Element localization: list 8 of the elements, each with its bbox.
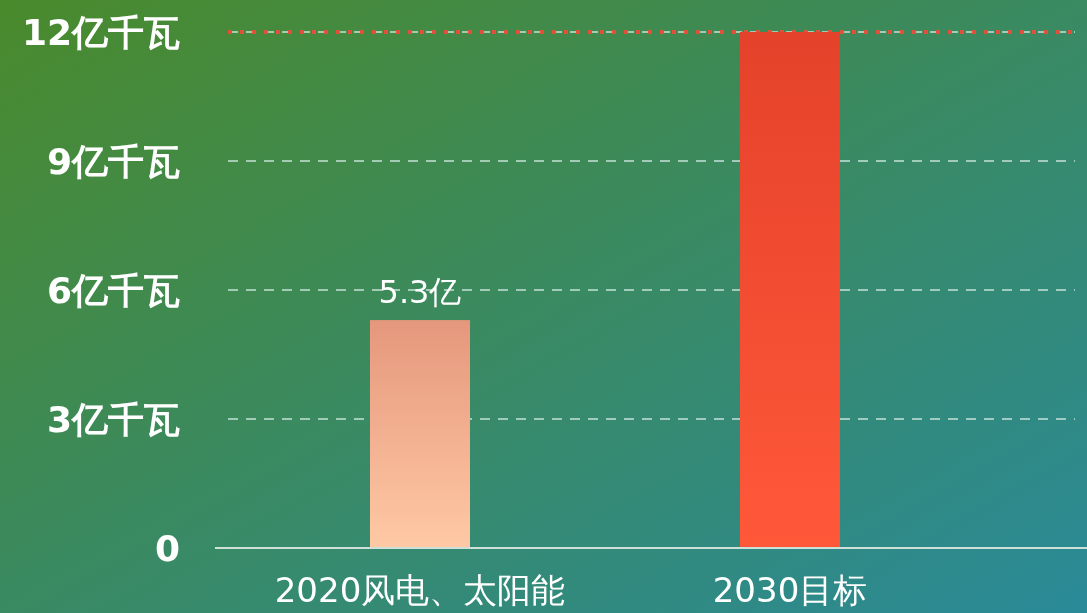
x-tick-label: 2030目标 [712, 570, 868, 610]
y-tick-label: 6亿千瓦 [46, 269, 180, 311]
data-label: 5.3亿 [378, 273, 462, 312]
y-tick-label: 0 [154, 527, 180, 569]
x-tick-label: 2020风电、太阳能 [274, 570, 566, 610]
y-tick-label: 9亿千瓦 [46, 140, 180, 182]
y-tick-label: 12亿千瓦 [21, 11, 180, 53]
y-tick-label: 3亿千瓦 [46, 398, 180, 440]
